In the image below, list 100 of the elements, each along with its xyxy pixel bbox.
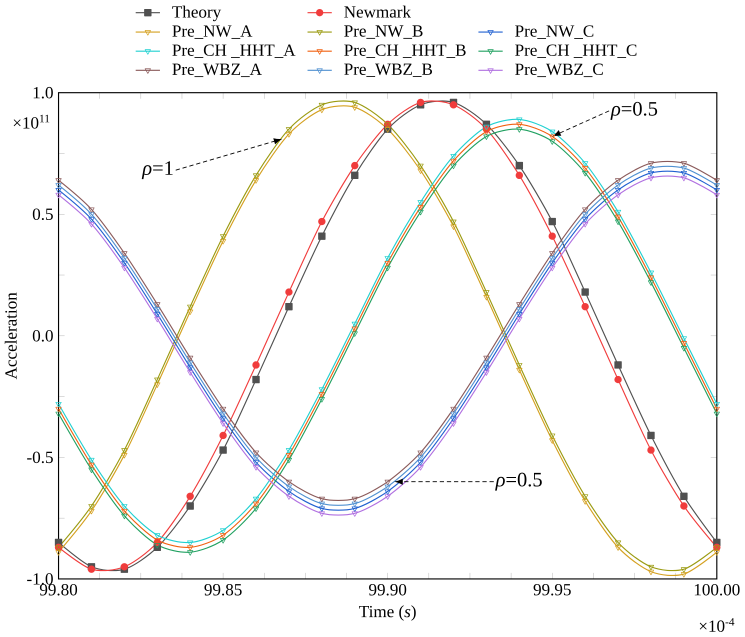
- point: [88, 217, 95, 223]
- x-axis-title: Time (s): [359, 605, 416, 621]
- point: [648, 280, 654, 286]
- point: [680, 161, 687, 167]
- x-tick-label: 99.95: [534, 584, 571, 596]
- point: [450, 422, 457, 427]
- point: [220, 239, 226, 245]
- point: [220, 533, 226, 539]
- point: [516, 162, 524, 170]
- point: [187, 370, 194, 376]
- point: [187, 356, 194, 362]
- point: [516, 127, 522, 133]
- point: [483, 124, 490, 130]
- point: [186, 502, 194, 510]
- point: [416, 98, 424, 106]
- point: [714, 178, 720, 184]
- point: [549, 140, 556, 145]
- point: [154, 378, 160, 384]
- point: [352, 496, 358, 502]
- point: [88, 212, 95, 218]
- point: [582, 222, 588, 228]
- legend-label: Newmark: [344, 6, 412, 18]
- x-tick-label: 99.80: [40, 584, 78, 596]
- point: [549, 438, 556, 444]
- point: [483, 356, 490, 362]
- point: [680, 336, 687, 342]
- point: [252, 361, 260, 369]
- point: [351, 172, 358, 180]
- legend-label: Pre_CH _HHT_A: [172, 44, 296, 58]
- point: [549, 251, 556, 257]
- point: [450, 224, 457, 230]
- point: [648, 166, 654, 172]
- point: [714, 412, 720, 418]
- point: [352, 502, 358, 508]
- point: [220, 412, 226, 418]
- point: [352, 332, 358, 338]
- point: [187, 546, 194, 551]
- point: [680, 567, 687, 573]
- point: [318, 103, 325, 109]
- legend-label: Pre_NW_C: [515, 26, 594, 40]
- point: [252, 178, 260, 184]
- annotation: ρ=1: [142, 161, 173, 180]
- point: [285, 288, 293, 296]
- legend-label: Pre_NW_A: [172, 26, 252, 39]
- point: [219, 432, 227, 440]
- point: [549, 266, 556, 272]
- point: [549, 130, 556, 136]
- point: [55, 188, 62, 194]
- point: [516, 363, 522, 369]
- point: [318, 218, 326, 226]
- point: [714, 183, 720, 189]
- point: [483, 290, 490, 296]
- point: [516, 172, 524, 180]
- point: [582, 494, 588, 500]
- text: ×10$^{11}$: [14, 114, 50, 129]
- point: [418, 210, 424, 216]
- point: [187, 550, 194, 556]
- y-tick-label: 0.0: [32, 330, 53, 342]
- point: [450, 159, 457, 164]
- point: [121, 256, 128, 262]
- point: [121, 251, 128, 257]
- point: [352, 512, 358, 517]
- point: [680, 492, 688, 500]
- point: [615, 540, 622, 546]
- point: [252, 502, 260, 508]
- point: [647, 432, 655, 440]
- point: [318, 232, 326, 240]
- point: [483, 370, 490, 376]
- point: [647, 446, 655, 454]
- point: [55, 407, 62, 412]
- point: [154, 317, 160, 322]
- legend-label: Pre_WBZ_A: [172, 64, 262, 78]
- point: [286, 494, 292, 500]
- point: [418, 200, 424, 206]
- point: [418, 168, 424, 174]
- point: [680, 572, 687, 578]
- point: [88, 208, 95, 214]
- point: [582, 212, 588, 218]
- point: [714, 550, 720, 556]
- x-tick-label: 99.90: [369, 584, 406, 596]
- point: [418, 164, 424, 170]
- x-tick-label: 99.85: [204, 584, 242, 596]
- point: [450, 416, 457, 422]
- point: [286, 480, 292, 486]
- point: [352, 106, 358, 111]
- point: [55, 193, 62, 198]
- point: [450, 412, 457, 418]
- point: [121, 448, 128, 454]
- point: [384, 266, 391, 272]
- point: [614, 376, 622, 384]
- point: [220, 528, 226, 534]
- point: [286, 448, 292, 454]
- point: [548, 218, 556, 226]
- y-axis-title: Acceleration: [4, 292, 17, 380]
- point: [318, 392, 325, 398]
- point: [548, 232, 556, 240]
- point: [154, 307, 160, 313]
- point: [450, 164, 457, 170]
- point: [450, 407, 457, 412]
- point: [252, 450, 260, 456]
